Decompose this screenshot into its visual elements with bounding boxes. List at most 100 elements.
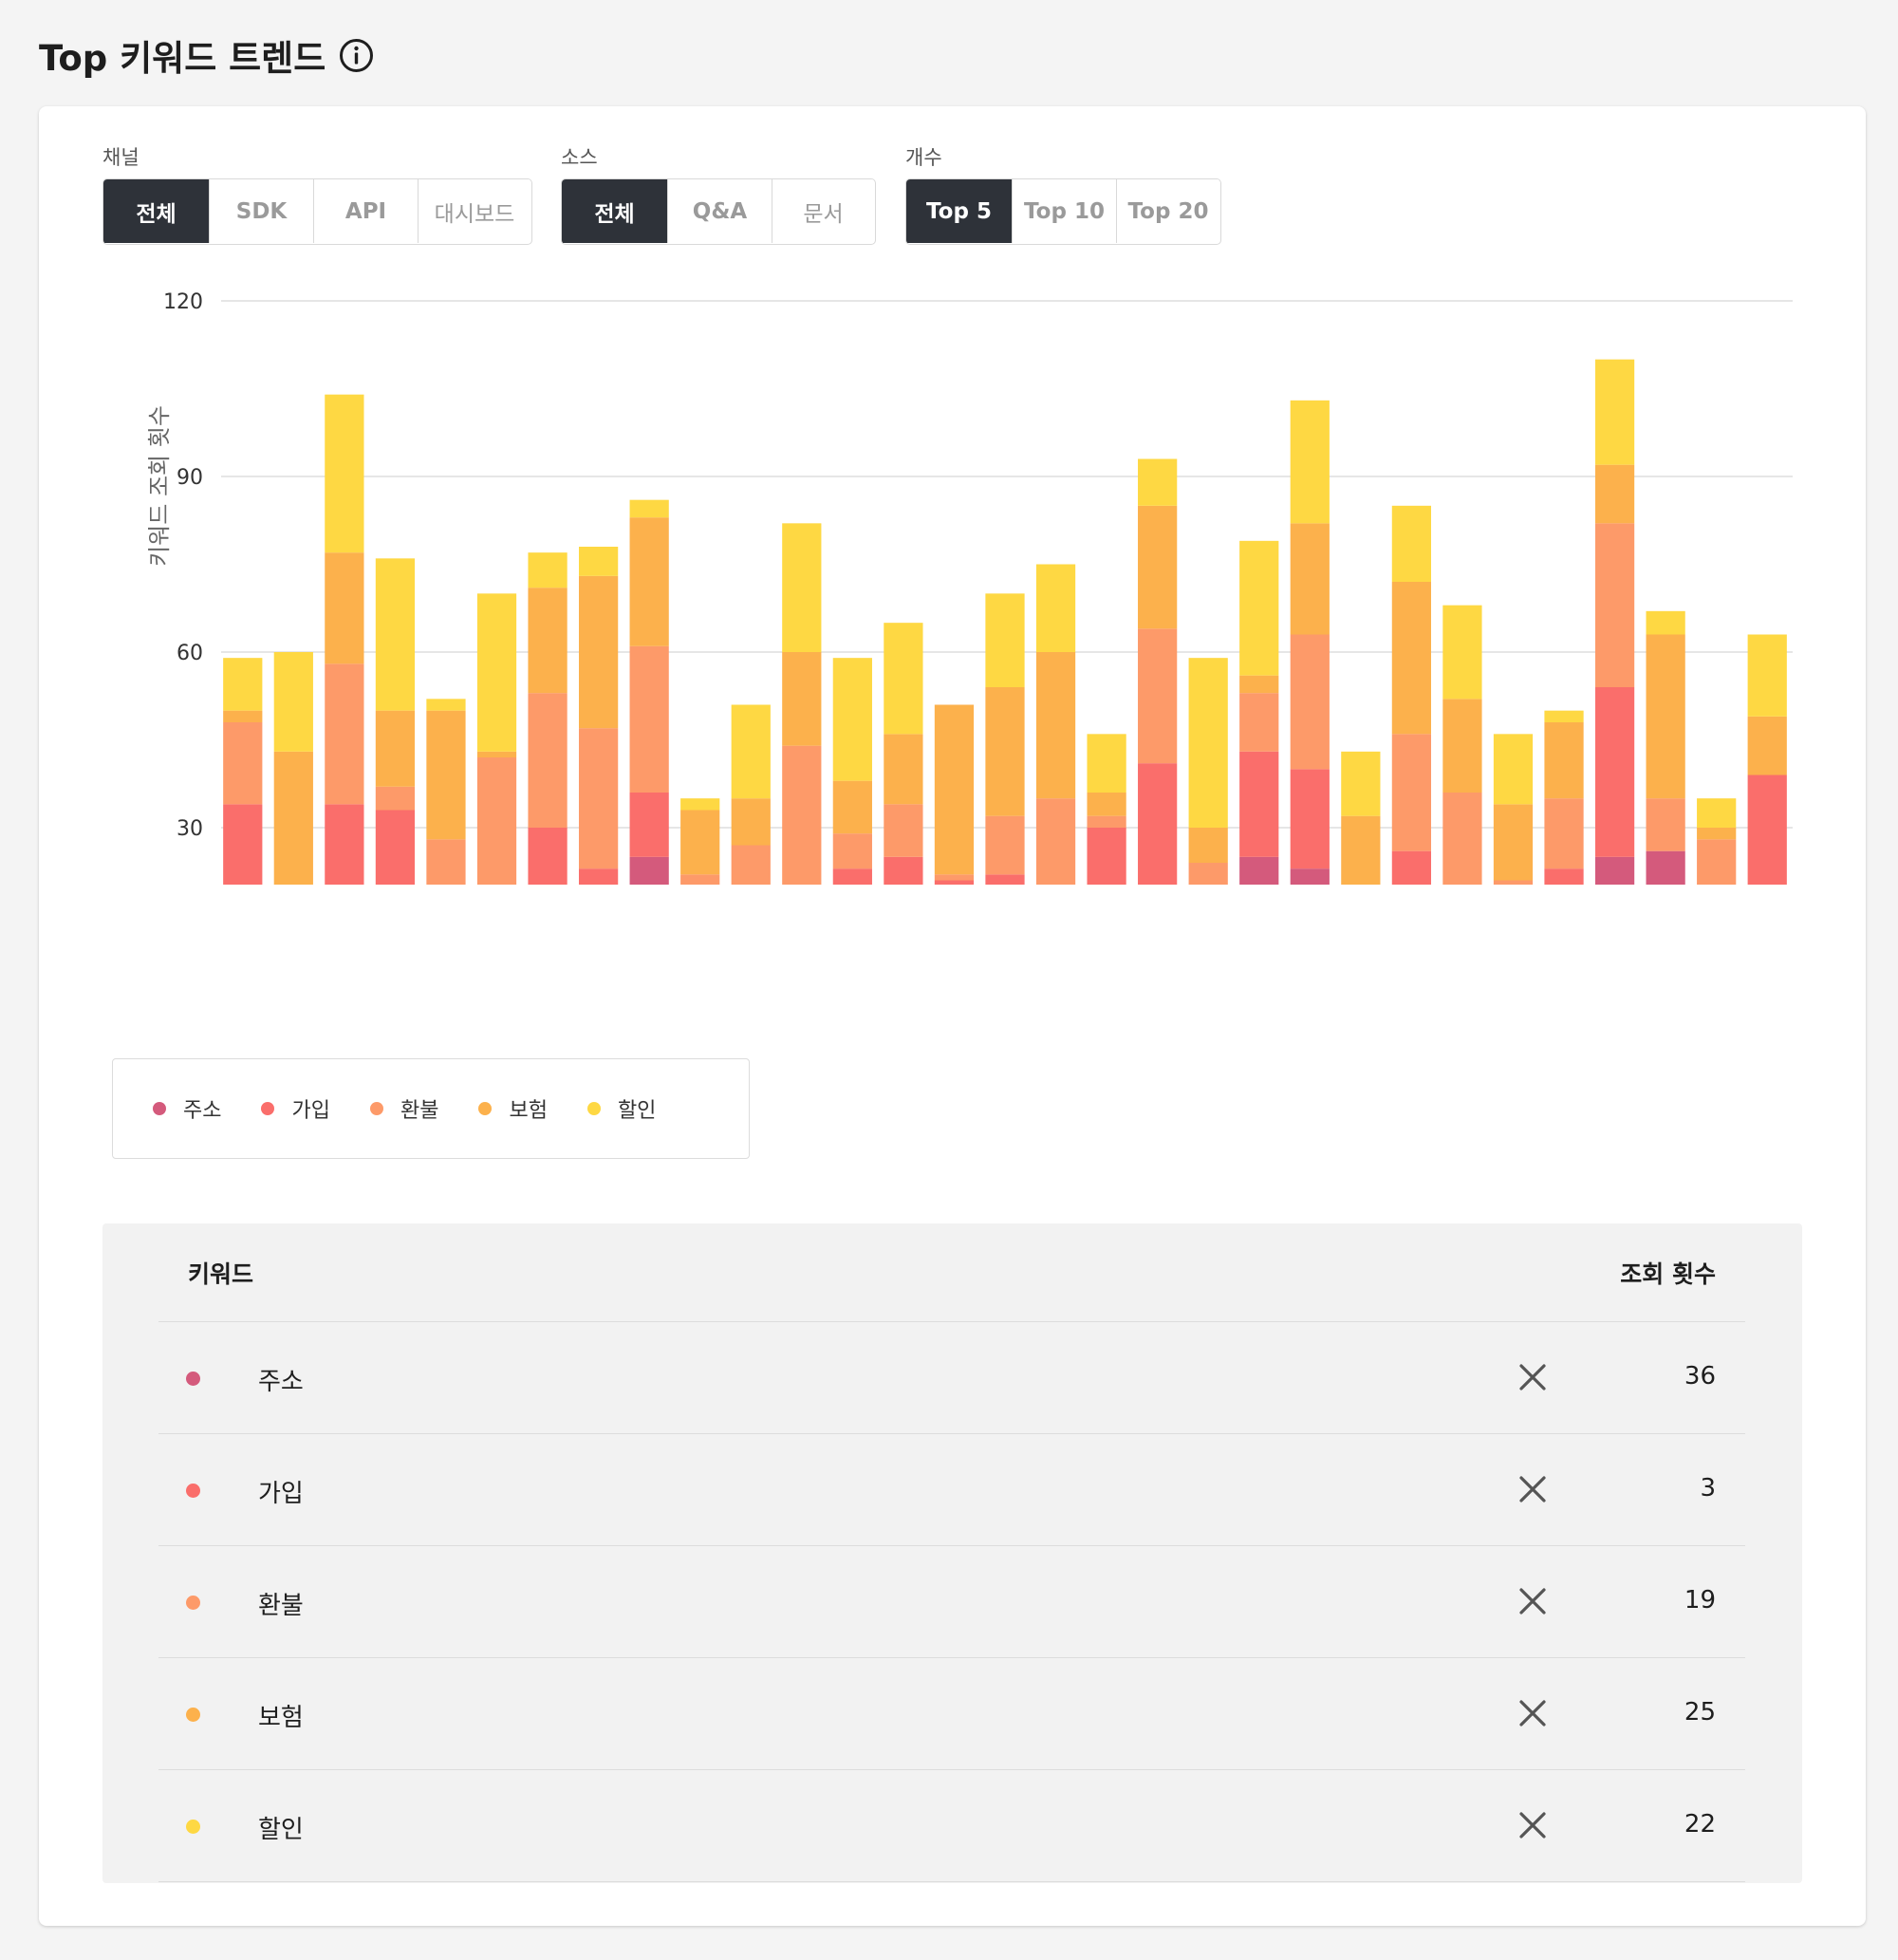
bar-segment xyxy=(375,558,416,711)
bar-segment xyxy=(629,793,669,857)
table-row: 할인 22 xyxy=(158,1770,1745,1882)
legend-item-insurance[interactable]: 보험 xyxy=(478,1093,548,1124)
bar-segment xyxy=(731,798,771,846)
bar-segment xyxy=(680,798,720,811)
bar-segment xyxy=(375,786,416,811)
bar-segment xyxy=(476,751,517,757)
keyword-count: 22 xyxy=(1684,1810,1716,1839)
bar-segment xyxy=(1747,775,1787,885)
close-x-icon[interactable] xyxy=(1516,1584,1550,1618)
bar-segment xyxy=(528,552,568,588)
legend-dot xyxy=(586,1102,601,1115)
bar-segment xyxy=(1594,359,1635,465)
source-filter-label: 소스 xyxy=(561,146,598,169)
bar-segment xyxy=(884,856,923,885)
info-circle-icon[interactable] xyxy=(339,38,374,73)
source-option-all[interactable]: 전체 xyxy=(562,179,668,243)
legend-item-discount[interactable]: 할인 xyxy=(586,1093,656,1124)
bar-segment xyxy=(1646,798,1685,851)
count-option-top5[interactable]: Top 5 xyxy=(906,179,1013,243)
count-filter: 개수 Top 5 Top 10 Top 20 xyxy=(905,144,1221,245)
keyword-count: 36 xyxy=(1684,1362,1716,1391)
keyword-color-dot xyxy=(186,1372,200,1386)
bar-segment xyxy=(680,874,720,885)
keyword-count: 19 xyxy=(1684,1586,1716,1615)
legend-item-address[interactable]: 주소 xyxy=(153,1093,221,1124)
y-tick-label: 90 xyxy=(177,466,203,490)
source-segmented-control: 전체 Q&A 문서 xyxy=(561,178,876,245)
bar-segment xyxy=(884,734,923,805)
count-option-top10[interactable]: Top 10 xyxy=(1013,179,1117,243)
bar-segment xyxy=(1290,400,1330,524)
keyword-count: 25 xyxy=(1684,1698,1716,1727)
channel-option-all[interactable]: 전체 xyxy=(103,179,210,243)
column-header-count: 조회 횟수 xyxy=(1620,1260,1716,1288)
bar-segment xyxy=(1594,464,1635,524)
bar-segment xyxy=(223,710,263,722)
close-x-icon[interactable] xyxy=(1516,1696,1550,1730)
bar-segment xyxy=(934,704,975,875)
bar-segment xyxy=(1747,716,1787,775)
close-x-icon[interactable] xyxy=(1516,1360,1550,1394)
keyword-color-dot xyxy=(186,1484,200,1498)
channel-filter-label: 채널 xyxy=(102,146,140,169)
bar-segment xyxy=(1646,850,1685,885)
channel-segmented-control: 전체 SDK API 대시보드 xyxy=(102,178,532,245)
bar-segment xyxy=(1544,710,1584,722)
bar-segment xyxy=(934,874,975,881)
bar-segment xyxy=(1594,687,1635,857)
bar-segment xyxy=(1290,634,1330,770)
bar-segment xyxy=(578,575,619,729)
bar-segment xyxy=(1138,505,1178,629)
bar-segment xyxy=(985,874,1025,885)
bar-segment xyxy=(680,810,720,875)
bar-segment xyxy=(1188,828,1228,863)
bar-segment xyxy=(884,804,923,857)
count-filter-label: 개수 xyxy=(905,146,942,169)
bar-segment xyxy=(528,588,568,694)
bar-segment xyxy=(325,394,364,553)
channel-option-sdk[interactable]: SDK xyxy=(210,179,314,243)
bar-segment xyxy=(325,663,364,805)
bar-segment xyxy=(1188,658,1228,828)
bar-segment xyxy=(832,833,872,869)
source-option-qna[interactable]: Q&A xyxy=(668,179,772,243)
bar-segment xyxy=(782,745,822,885)
bar-segment xyxy=(1035,564,1076,652)
source-option-docs[interactable]: 문서 xyxy=(772,179,874,243)
bar-segment xyxy=(325,552,364,664)
keyword-name: 주소 xyxy=(258,1368,304,1396)
legend-dot xyxy=(369,1102,383,1115)
table-row: 주소 36 xyxy=(158,1322,1745,1434)
bar-segment xyxy=(1544,722,1584,799)
bar-segment xyxy=(731,704,771,799)
bar-segment xyxy=(1341,751,1381,816)
legend-item-refund[interactable]: 환불 xyxy=(369,1093,439,1124)
y-tick-label: 60 xyxy=(177,642,203,665)
channel-option-api[interactable]: API xyxy=(314,179,419,243)
bar-segment xyxy=(426,699,466,711)
bar-segment xyxy=(1697,798,1737,828)
legend-dot xyxy=(261,1102,275,1115)
legend-label: 환불 xyxy=(400,1099,439,1123)
bar-segment xyxy=(578,547,619,576)
bar-segment xyxy=(1594,856,1635,885)
close-x-icon[interactable] xyxy=(1516,1808,1550,1842)
bar-segment xyxy=(985,815,1025,875)
bar-segment xyxy=(884,623,923,735)
bar-segment xyxy=(1239,693,1279,752)
y-axis-label: 키워드 조회 횟수 xyxy=(146,405,173,567)
bar-segment xyxy=(1391,582,1432,735)
close-x-icon[interactable] xyxy=(1516,1472,1550,1506)
bar-segment xyxy=(1290,769,1330,869)
bar-segment xyxy=(1697,828,1737,840)
legend-item-signup[interactable]: 가입 xyxy=(261,1093,330,1124)
bar-segment xyxy=(375,710,416,787)
channel-option-dashboard[interactable]: 대시보드 xyxy=(419,179,530,243)
bar-segment xyxy=(375,810,416,885)
count-option-top20[interactable]: Top 20 xyxy=(1117,179,1219,243)
keyword-color-dot xyxy=(186,1820,200,1834)
bar-segment xyxy=(1138,458,1178,506)
